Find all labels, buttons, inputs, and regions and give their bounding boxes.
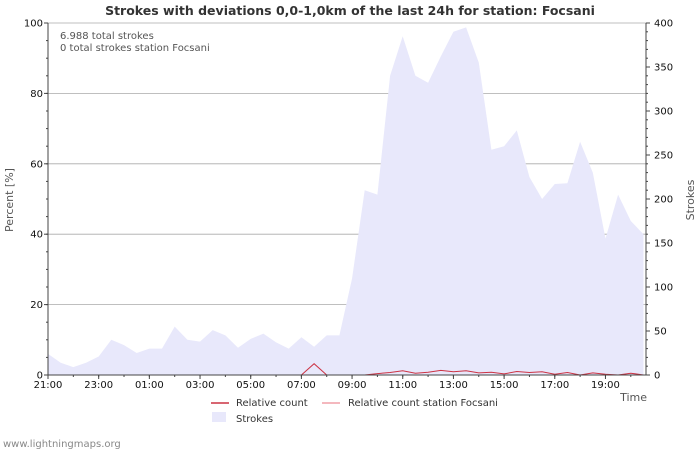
legend-label-relative-count: Relative count	[236, 398, 308, 409]
axes	[44, 22, 650, 379]
x-axis-label: Time	[619, 391, 647, 404]
x-tick-label: 21:00	[34, 380, 63, 391]
y-left-tick-label: 0	[37, 371, 43, 382]
x-tick-label: 19:00	[591, 380, 620, 391]
y-right-tick-label: 400	[654, 19, 673, 30]
series-layer	[48, 27, 644, 376]
x-tick-label: 05:00	[236, 380, 265, 391]
y-left-tick-label: 20	[30, 300, 43, 311]
x-tick-label: 17:00	[540, 380, 569, 391]
chart-title: Strokes with deviations 0,0-1,0km of the…	[105, 3, 595, 18]
legend-swatch-strokes	[212, 412, 226, 422]
x-tick-label: 11:00	[388, 380, 417, 391]
annotation-station-strokes: 0 total strokes station Focsani	[60, 43, 210, 54]
series-area-strokes	[48, 27, 644, 376]
y-axis-left-label: Percent [%]	[3, 168, 16, 232]
y-right-tick-label: 350	[654, 63, 673, 74]
x-tick-label: 15:00	[490, 380, 519, 391]
annotation-total-strokes: 6.988 total strokes	[60, 31, 154, 42]
x-tick-label: 07:00	[287, 380, 316, 391]
y-left-tick-label: 40	[30, 230, 43, 241]
x-tick-label: 23:00	[84, 380, 113, 391]
y-right-tick-label: 50	[654, 327, 667, 338]
y-left-tick-label: 80	[30, 89, 43, 100]
y-left-tick-label: 100	[24, 19, 43, 30]
x-tick-label: 09:00	[338, 380, 367, 391]
x-tick-label: 13:00	[439, 380, 468, 391]
legend: Relative count Relative count station Fo…	[211, 398, 498, 425]
legend-label-strokes: Strokes	[236, 414, 273, 425]
tick-labels: 0 20 40 60 80 100 0 50 100 150 200 250 300 350 400 21:0…	[24, 19, 673, 392]
footer-credit: www.lightningmaps.org	[3, 439, 121, 450]
y-right-tick-label: 100	[654, 283, 673, 294]
y-right-tick-label: 150	[654, 239, 673, 250]
y-left-tick-label: 60	[30, 159, 43, 170]
y-axis-right-label: Strokes	[684, 179, 697, 220]
y-right-tick-label: 200	[654, 195, 673, 206]
legend-label-relative-count-station: Relative count station Focsani	[348, 398, 498, 409]
y-right-tick-label: 250	[654, 151, 673, 162]
y-right-tick-label: 0	[654, 371, 660, 382]
y-right-tick-label: 300	[654, 107, 673, 118]
x-tick-label: 01:00	[135, 380, 164, 391]
x-tick-label: 03:00	[186, 380, 215, 391]
